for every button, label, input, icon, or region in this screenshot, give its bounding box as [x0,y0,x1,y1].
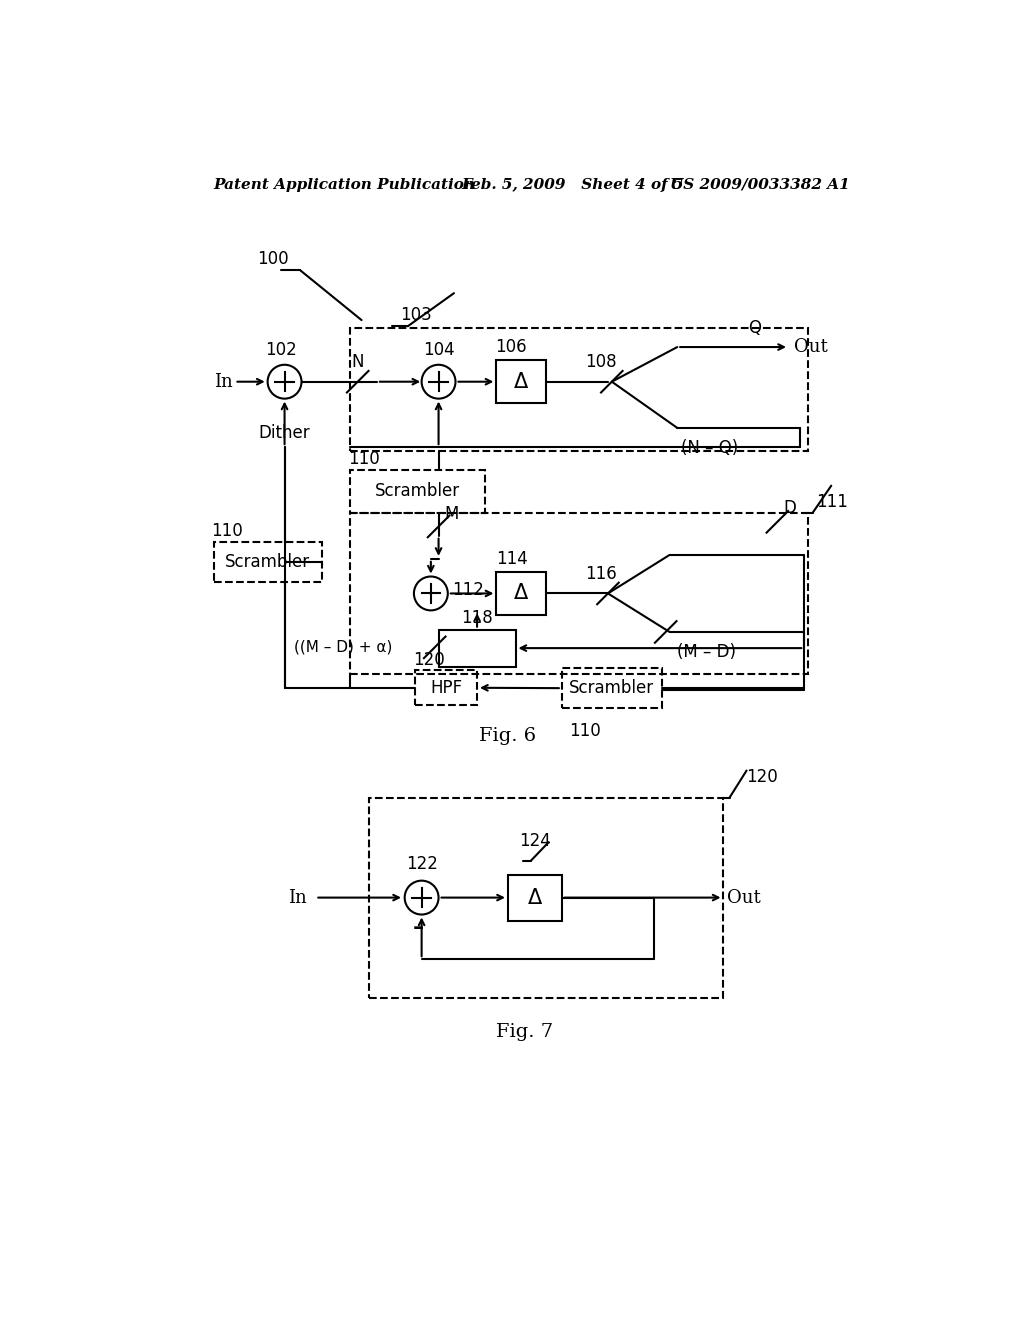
Text: Δ: Δ [527,887,542,908]
Text: 103: 103 [400,306,432,323]
Text: 116: 116 [585,565,616,582]
Text: Scrambler: Scrambler [569,680,654,697]
Text: N: N [351,352,364,371]
Text: Out: Out [727,888,761,907]
Text: Scrambler: Scrambler [375,482,460,500]
Text: Δ: Δ [514,372,528,392]
Bar [350,327,808,451]
Text: HPF: HPF [430,678,462,697]
Text: D: D [783,499,797,517]
Text: Feb. 5, 2009   Sheet 4 of 5: Feb. 5, 2009 Sheet 4 of 5 [462,178,684,191]
Text: 108: 108 [585,352,616,371]
Text: 110: 110 [569,722,601,741]
Bar [497,572,547,615]
Text: Patent Application Publication: Patent Application Publication [214,178,476,191]
Text: 110: 110 [211,521,243,540]
Bar [350,512,808,675]
Text: Fig. 7: Fig. 7 [497,1023,553,1041]
Text: US 2009/0033382 A1: US 2009/0033382 A1 [670,178,849,191]
Text: 120: 120 [746,768,778,785]
Text: Fig. 6: Fig. 6 [479,727,537,744]
Text: Out: Out [795,338,828,356]
Text: 100: 100 [258,249,289,268]
Text: 112: 112 [453,581,484,598]
Bar [438,630,515,667]
Circle shape [422,364,456,399]
Text: M: M [444,506,459,524]
Bar [508,875,562,921]
Bar [497,360,547,404]
Bar [214,543,322,582]
Text: (M – D): (M – D) [677,643,736,661]
Text: 122: 122 [406,855,437,873]
Text: Dither: Dither [259,424,310,442]
Text: 111: 111 [816,494,848,511]
Text: 120: 120 [413,651,444,669]
Text: (N – Q): (N – Q) [681,440,738,458]
Text: 110: 110 [348,450,380,469]
Bar [370,797,724,998]
Text: 102: 102 [265,341,297,359]
Text: 104: 104 [423,341,455,359]
Text: 114: 114 [497,550,528,568]
Text: ((M – D) + α): ((M – D) + α) [294,640,392,655]
Text: 106: 106 [495,338,526,356]
Bar [562,668,662,708]
Bar [350,470,484,512]
Text: Δ: Δ [514,583,528,603]
Text: Q: Q [748,319,761,337]
Bar [416,671,477,705]
Text: Scrambler: Scrambler [225,553,310,570]
Text: –: – [413,917,424,937]
Text: 118: 118 [461,610,493,627]
Text: In: In [289,888,307,907]
Circle shape [404,880,438,915]
Circle shape [414,577,447,610]
Text: In: In [214,372,232,391]
Circle shape [267,364,301,399]
Text: 124: 124 [519,832,551,850]
